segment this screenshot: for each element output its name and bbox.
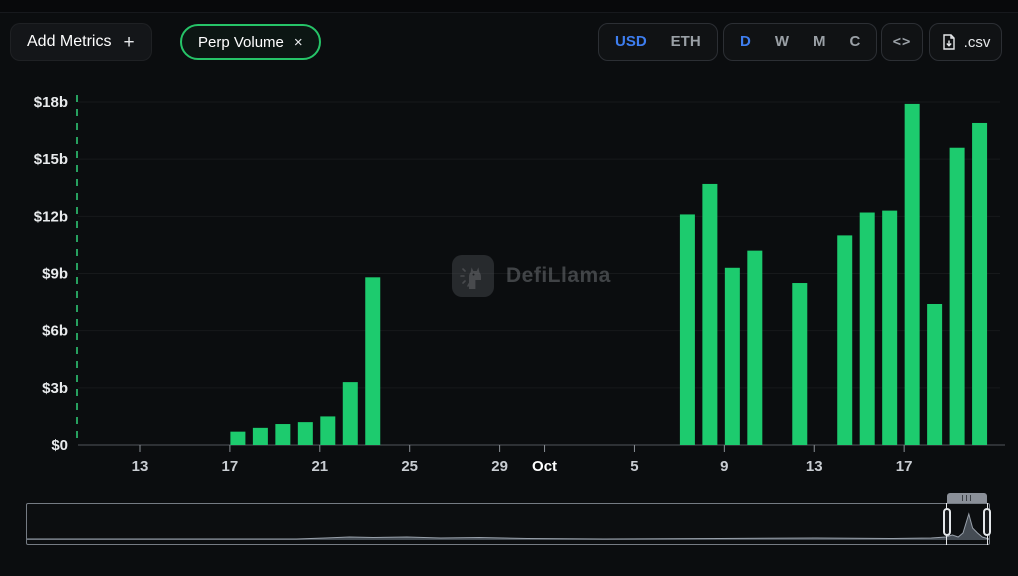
window-top-strip [0,0,1018,13]
close-icon[interactable]: × [293,33,303,51]
volume-bar-oct-9[interactable] [724,267,740,445]
volume-bar-sep-20[interactable] [297,422,313,445]
data-shadow-area [27,514,989,540]
currency-option-usd[interactable]: USD [615,33,647,50]
volume-bar-oct-10[interactable] [747,250,763,445]
volume-bar-oct-20[interactable] [972,122,988,445]
volume-bar-sep-23[interactable] [365,277,381,445]
volume-bar-sep-18[interactable] [252,427,268,445]
x-axis-label: 9 [720,458,728,475]
y-axis-label: $18b [34,94,68,111]
x-axis-label: 21 [311,458,328,475]
csv-button-label: .csv [963,33,991,51]
y-axis-label: $0 [51,437,68,454]
file-download-icon [942,33,955,50]
x-axis-label: 5 [630,458,638,475]
x-axis-label: Oct [532,458,557,475]
interval-toggle: D W M C [723,23,878,61]
volume-bar-sep-22[interactable] [342,382,358,445]
interval-option-daily[interactable]: D [740,33,751,50]
volume-bar-oct-14[interactable] [837,235,853,445]
volume-bar-oct-18[interactable] [927,303,943,445]
metric-pill-perp-volume[interactable]: Perp Volume × [180,24,321,60]
y-axis-label: $9b [42,266,68,283]
volume-bar-oct-16[interactable] [882,210,898,445]
range-slider-left-handle[interactable] [942,508,951,536]
volume-bar-oct-15[interactable] [859,212,875,445]
volume-bar-oct-12[interactable] [792,283,808,445]
range-slider-data-shadow [27,512,989,540]
code-icon: <> [892,34,912,50]
timeline-range-slider[interactable] [26,503,990,545]
currency-toggle: USD ETH [598,23,718,61]
currency-option-eth[interactable]: ETH [670,33,701,50]
chart-toolbar: Add Metrics + Perp Volume × USD ETH D W … [0,13,1018,75]
x-axis-label: 17 [896,458,913,475]
x-axis-label: 17 [222,458,239,475]
volume-bar-oct-8[interactable] [702,183,718,445]
volume-bar-sep-19[interactable] [275,424,291,445]
y-axis-label: $15b [34,151,68,168]
embed-code-button[interactable]: <> [881,23,923,61]
volume-bar-oct-17[interactable] [904,103,920,446]
perp-volume-bar-chart[interactable]: $0 $3b $6b $9b $12b $15b $18b 13 17 21 25 29 Oct 5 9 13… [0,0,1018,492]
y-axis-label: $3b [42,380,68,397]
x-axis-label: 25 [401,458,418,475]
interval-option-weekly[interactable]: W [774,33,790,50]
y-axis-label: $6b [42,323,68,340]
volume-bar-oct-7[interactable] [679,214,695,445]
x-axis-label: 13 [132,458,149,475]
interval-option-monthly[interactable]: M [813,33,826,50]
volume-bar-sep-17[interactable] [230,431,246,445]
x-axis-label: 29 [491,458,508,475]
add-metrics-button[interactable]: Add Metrics + [10,23,152,61]
data-shadow-line [27,512,989,540]
interval-option-cumulative[interactable]: C [849,33,861,50]
plus-icon: + [123,31,135,53]
volume-bar-sep-21[interactable] [320,416,336,445]
download-csv-button[interactable]: .csv [929,23,1002,61]
volume-bar-oct-19[interactable] [949,147,965,445]
range-slider-right-handle[interactable] [983,508,992,536]
metric-pill-label: Perp Volume [198,33,284,51]
y-axis-label: $12b [34,208,68,225]
range-window-move-handle[interactable] [946,493,988,503]
add-metrics-label: Add Metrics [27,33,112,50]
x-axis-label: 13 [806,458,823,475]
